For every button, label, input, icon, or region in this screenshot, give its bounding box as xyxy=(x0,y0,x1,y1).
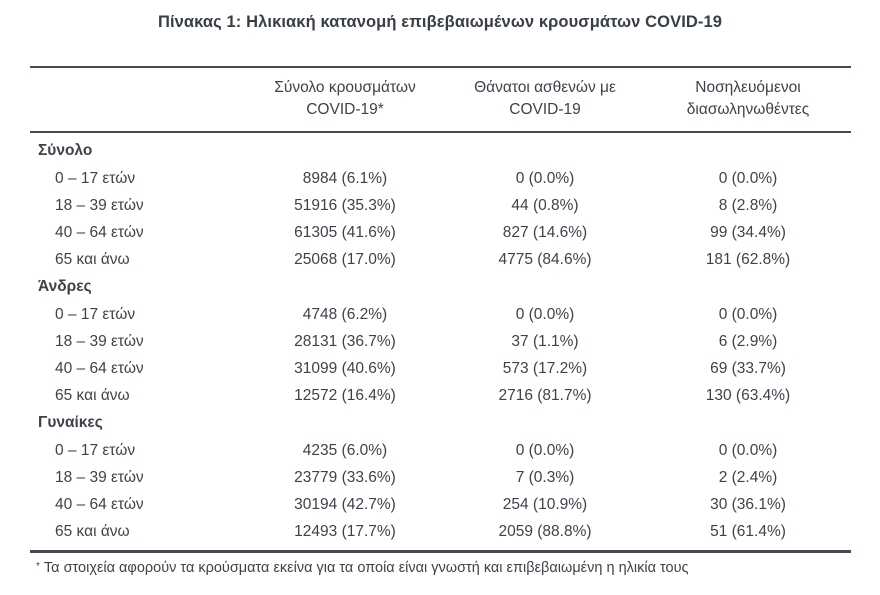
intubated-cell: 181 (62.8%) xyxy=(705,250,791,268)
column-header-line: Σύνολο κρουσμάτων xyxy=(274,79,416,96)
deaths-cell: 4775 (84.6%) xyxy=(498,250,592,268)
column-header-line: Θάνατοι ασθενών με xyxy=(474,79,616,96)
age-group-label: 18 – 39 ετών xyxy=(55,196,144,214)
deaths-cell: 44 (0.8%) xyxy=(511,196,579,214)
footnote: * Τα στοιχεία αφορούν τα κρούσματα εκείνα… xyxy=(30,550,851,578)
table-row: 65 και άνω 25068 (17.0%) 4775 (84.6%) 181 (… xyxy=(30,246,851,273)
table-body: Σύνολο 0 – 17 ετών 8984 (6.1%) 0 (0.0%) 0 (0… xyxy=(30,133,851,550)
intubated-cell: 30 (36.1%) xyxy=(710,495,786,513)
intubated-cell: 51 (61.4%) xyxy=(710,522,786,540)
deaths-cell: 37 (1.1%) xyxy=(511,332,579,350)
column-header-total-cases: Σύνολο κρουσμάτων COVID-19* xyxy=(245,77,445,121)
section-header-row: Άνδρες xyxy=(30,273,851,301)
table-row: 0 – 17 ετών 8984 (6.1%) 0 (0.0%) 0 (0.0%) xyxy=(30,165,851,192)
table-row: 40 – 64 ετών 61305 (41.6%) 827 (14.6%) 99 (… xyxy=(30,219,851,246)
table-header-row: Σύνολο κρουσμάτων COVID-19* Θάνατοι ασθε… xyxy=(30,66,851,133)
table-row: 0 – 17 ετών 4748 (6.2%) 0 (0.0%) 0 (0.0%) xyxy=(30,301,851,328)
table-row: 18 – 39 ετών 23779 (33.6%) 7 (0.3%) 2 (2.4%… xyxy=(30,464,851,491)
footnote-asterisk: * xyxy=(36,561,40,572)
cases-cell: 12572 (16.4%) xyxy=(294,386,396,404)
cases-cell: 4748 (6.2%) xyxy=(302,305,388,323)
table-row: 65 και άνω 12493 (17.7%) 2059 (88.8%) 51 (6… xyxy=(30,518,851,545)
table-row: 40 – 64 ετών 30194 (42.7%) 254 (10.9%) 30 (… xyxy=(30,491,851,518)
cases-cell: 61305 (41.6%) xyxy=(294,223,396,241)
cases-cell: 23779 (33.6%) xyxy=(294,468,396,486)
column-header-line: διασωληνωθέντες xyxy=(686,101,810,118)
intubated-cell: 8 (2.8%) xyxy=(718,196,778,214)
deaths-cell: 0 (0.0%) xyxy=(515,305,575,323)
intubated-cell: 69 (33.7%) xyxy=(710,359,786,377)
deaths-cell: 573 (17.2%) xyxy=(502,359,588,377)
deaths-cell: 827 (14.6%) xyxy=(502,223,588,241)
column-header-line: COVID-19* xyxy=(306,101,384,118)
age-group-label: 0 – 17 ετών xyxy=(55,169,136,187)
deaths-cell: 0 (0.0%) xyxy=(515,169,575,187)
intubated-cell: 130 (63.4%) xyxy=(705,386,791,404)
age-group-label: 65 και άνω xyxy=(55,386,130,404)
intubated-cell: 6 (2.9%) xyxy=(718,332,778,350)
intubated-cell: 0 (0.0%) xyxy=(718,441,778,459)
age-group-label: 18 – 39 ετών xyxy=(55,468,144,486)
age-group-label: 0 – 17 ετών xyxy=(55,305,136,323)
table-row: 40 – 64 ετών 31099 (40.6%) 573 (17.2%) 69 (… xyxy=(30,355,851,382)
column-header-line: Νοσηλευόμενοι xyxy=(695,79,801,96)
cases-cell: 12493 (17.7%) xyxy=(294,522,396,540)
cases-cell: 31099 (40.6%) xyxy=(294,359,396,377)
section-label: Άνδρες xyxy=(38,278,92,295)
deaths-cell: 254 (10.9%) xyxy=(502,495,588,513)
table-row: 18 – 39 ετών 28131 (36.7%) 37 (1.1%) 6 (2.9… xyxy=(30,328,851,355)
section-header-row: Γυναίκες xyxy=(30,409,851,437)
column-header-line: COVID-19 xyxy=(509,101,581,118)
deaths-cell: 0 (0.0%) xyxy=(515,441,575,459)
deaths-cell: 7 (0.3%) xyxy=(515,468,575,486)
age-group-label: 65 και άνω xyxy=(55,250,130,268)
cases-cell: 51916 (35.3%) xyxy=(294,196,396,214)
cases-cell: 28131 (36.7%) xyxy=(294,332,396,350)
table-row: 18 – 39 ετών 51916 (35.3%) 44 (0.8%) 8 (2.8… xyxy=(30,192,851,219)
intubated-cell: 0 (0.0%) xyxy=(718,305,778,323)
age-group-label: 65 και άνω xyxy=(55,522,130,540)
table-title: Πίνακας 1: Ηλικιακή κατανομή επιβεβαιωμέ… xyxy=(157,13,723,31)
table-row: 65 και άνω 12572 (16.4%) 2716 (81.7%) 130 (… xyxy=(30,382,851,409)
age-group-label: 40 – 64 ετών xyxy=(55,359,144,377)
deaths-cell: 2716 (81.7%) xyxy=(498,386,592,404)
column-header-intubated: Νοσηλευόμενοι διασωληνωθέντες xyxy=(645,77,851,121)
cases-cell: 25068 (17.0%) xyxy=(294,250,396,268)
covid-age-distribution-table: Σύνολο κρουσμάτων COVID-19* Θάνατοι ασθε… xyxy=(30,66,851,578)
intubated-cell: 99 (34.4%) xyxy=(710,223,786,241)
age-group-label: 18 – 39 ετών xyxy=(55,332,144,350)
age-group-label: 0 – 17 ετών xyxy=(55,441,136,459)
intubated-cell: 2 (2.4%) xyxy=(718,468,778,486)
cases-cell: 4235 (6.0%) xyxy=(302,441,388,459)
cases-cell: 30194 (42.7%) xyxy=(294,495,396,513)
footnote-text: Τα στοιχεία αφορούν τα κρούσματα εκείνα … xyxy=(43,560,689,576)
section-label: Γυναίκες xyxy=(38,414,103,431)
section-header-row: Σύνολο xyxy=(30,137,851,165)
table-row: 0 – 17 ετών 4235 (6.0%) 0 (0.0%) 0 (0.0%) xyxy=(30,437,851,464)
cases-cell: 8984 (6.1%) xyxy=(302,169,388,187)
age-group-label: 40 – 64 ετών xyxy=(55,495,144,513)
deaths-cell: 2059 (88.8%) xyxy=(498,522,592,540)
section-label: Σύνολο xyxy=(38,142,93,159)
age-group-label: 40 – 64 ετών xyxy=(55,223,144,241)
column-header-deaths: Θάνατοι ασθενών με COVID-19 xyxy=(445,77,645,121)
intubated-cell: 0 (0.0%) xyxy=(718,169,778,187)
